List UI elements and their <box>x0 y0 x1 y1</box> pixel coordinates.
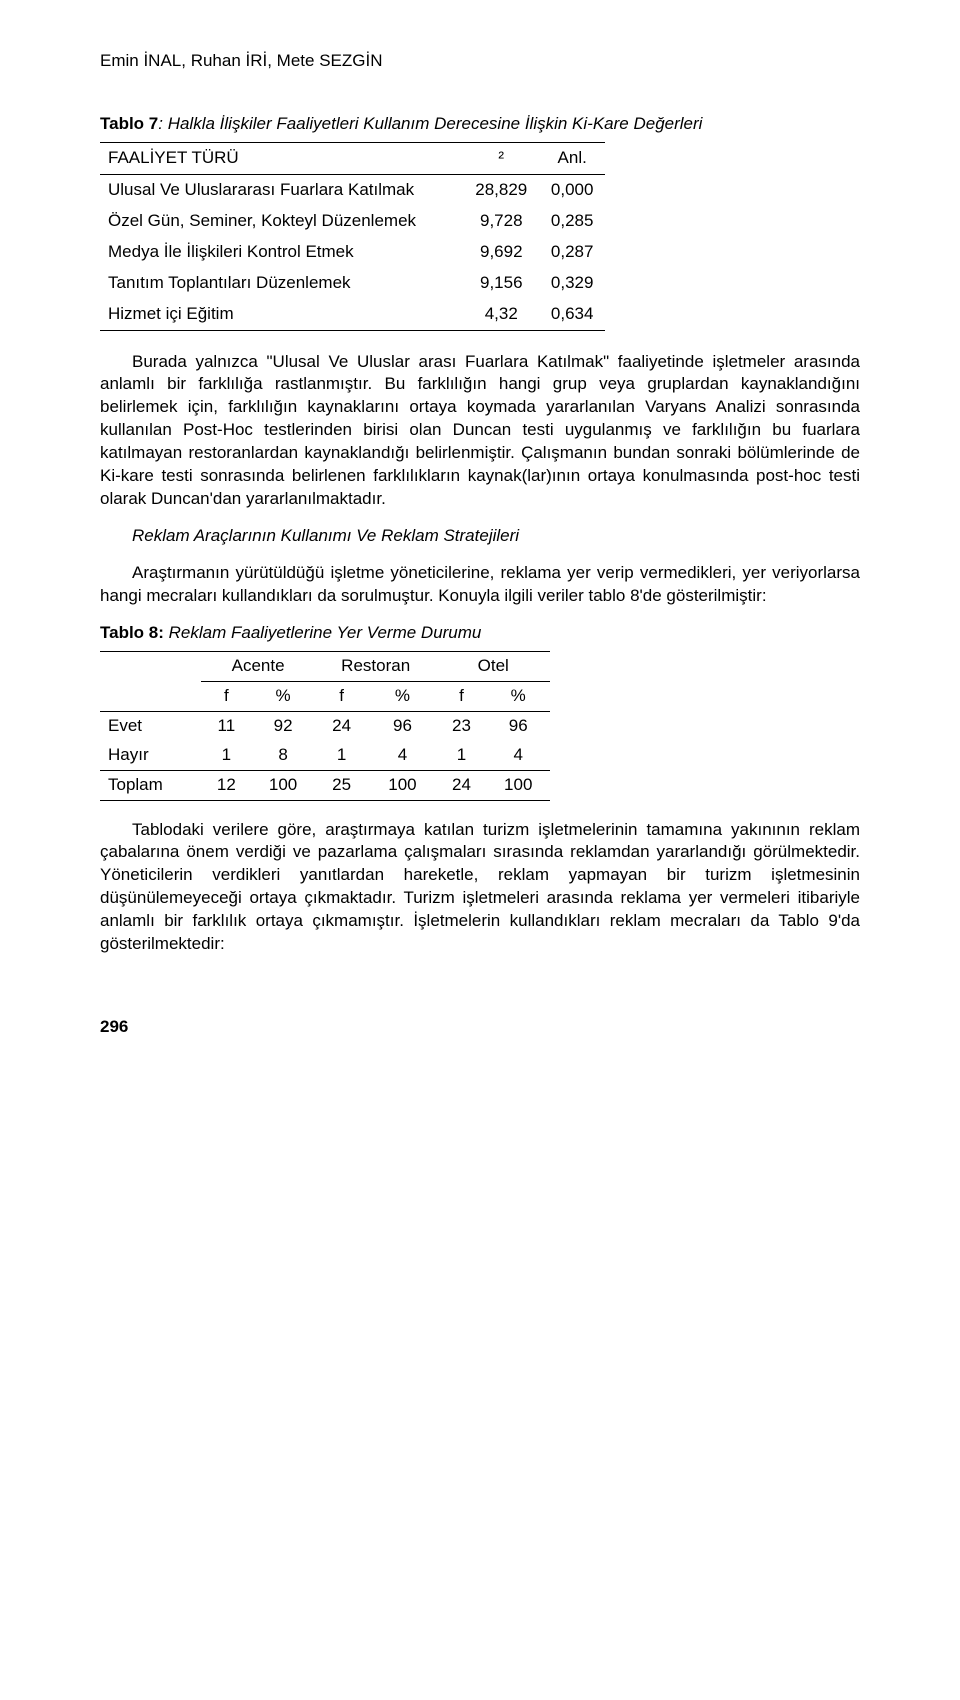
group-header: Otel <box>436 651 550 681</box>
subheading: Reklam Araçlarının Kullanımı Ve Reklam S… <box>100 525 860 548</box>
table7-caption-title: Halkla İlişkiler Faaliyetleri Kullanım D… <box>168 114 703 133</box>
table8-caption: Tablo 8: Reklam Faaliyetlerine Yer Verme… <box>100 622 860 645</box>
table8-caption-title: Reklam Faaliyetlerine Yer Verme Durumu <box>164 623 481 642</box>
cell: 100 <box>251 770 315 800</box>
page-number: 296 <box>100 1016 860 1039</box>
table7-head-c0: FAALİYET TÜRÜ <box>100 142 463 174</box>
cell: 24 <box>315 711 369 740</box>
cell: 23 <box>436 711 486 740</box>
row-label: Evet <box>100 711 201 740</box>
table8-group-row: Acente Restoran Otel <box>100 651 550 681</box>
table8-caption-label: Tablo 8: <box>100 623 164 642</box>
table-row: Tanıtım Toplantıları Düzenlemek 9,156 0,… <box>100 268 605 299</box>
table-row: Özel Gün, Seminer, Kokteyl Düzenlemek 9,… <box>100 206 605 237</box>
blank-cell <box>100 681 201 711</box>
cell: Özel Gün, Seminer, Kokteyl Düzenlemek <box>100 206 463 237</box>
cell: 9,728 <box>463 206 539 237</box>
cell: Hizmet içi Eğitim <box>100 299 463 330</box>
cell: 96 <box>368 711 436 740</box>
subhead-cell: f <box>315 681 369 711</box>
cell: 25 <box>315 770 369 800</box>
table-row-total: Toplam 12 100 25 100 24 100 <box>100 770 550 800</box>
subhead-cell: % <box>251 681 315 711</box>
cell: 1 <box>315 741 369 770</box>
table8: Acente Restoran Otel f % f % f % Evet 11… <box>100 651 550 801</box>
cell: 12 <box>201 770 251 800</box>
cell: 0,285 <box>539 206 605 237</box>
cell: 4 <box>368 741 436 770</box>
cell: 0,634 <box>539 299 605 330</box>
table8-subhead-row: f % f % f % <box>100 681 550 711</box>
subhead-cell: f <box>201 681 251 711</box>
row-label: Hayır <box>100 741 201 770</box>
cell: 4 <box>486 741 550 770</box>
table7-caption-sep: : <box>158 114 167 133</box>
cell: 100 <box>486 770 550 800</box>
cell: 11 <box>201 711 251 740</box>
group-header: Restoran <box>315 651 437 681</box>
cell: 4,32 <box>463 299 539 330</box>
cell: 100 <box>368 770 436 800</box>
table-row: Hayır 1 8 1 4 1 4 <box>100 741 550 770</box>
cell: 0,000 <box>539 174 605 205</box>
paragraph-1: Burada yalnızca "Ulusal Ve Uluslar arası… <box>100 351 860 512</box>
cell: 28,829 <box>463 174 539 205</box>
cell: 96 <box>486 711 550 740</box>
authors-line: Emin İNAL, Ruhan İRİ, Mete SEZGİN <box>100 50 860 73</box>
table7-caption-label: Tablo 7 <box>100 114 158 133</box>
cell: Ulusal Ve Uluslararası Fuarlara Katılmak <box>100 174 463 205</box>
table-row: Ulusal Ve Uluslararası Fuarlara Katılmak… <box>100 174 605 205</box>
row-label: Toplam <box>100 770 201 800</box>
paragraph-3: Tablodaki verilere göre, araştırmaya kat… <box>100 819 860 957</box>
cell: 1 <box>436 741 486 770</box>
cell: Medya İle İlişkileri Kontrol Etmek <box>100 237 463 268</box>
cell: 1 <box>201 741 251 770</box>
cell: 9,692 <box>463 237 539 268</box>
table-row: Medya İle İlişkileri Kontrol Etmek 9,692… <box>100 237 605 268</box>
table7-caption: Tablo 7: Halkla İlişkiler Faaliyetleri K… <box>100 113 860 136</box>
table-row: Evet 11 92 24 96 23 96 <box>100 711 550 740</box>
blank-cell <box>100 651 201 681</box>
paragraph-2: Araştırmanın yürütüldüğü işletme yönetic… <box>100 562 860 608</box>
group-header: Acente <box>201 651 315 681</box>
cell: 0,329 <box>539 268 605 299</box>
table7: FAALİYET TÜRÜ ² Anl. Ulusal Ve Uluslarar… <box>100 142 605 331</box>
cell: Tanıtım Toplantıları Düzenlemek <box>100 268 463 299</box>
subhead-cell: % <box>486 681 550 711</box>
cell: 8 <box>251 741 315 770</box>
table-header-row: FAALİYET TÜRÜ ² Anl. <box>100 142 605 174</box>
cell: 0,287 <box>539 237 605 268</box>
cell: 24 <box>436 770 486 800</box>
table-row: Hizmet içi Eğitim 4,32 0,634 <box>100 299 605 330</box>
subhead-cell: % <box>368 681 436 711</box>
cell: 9,156 <box>463 268 539 299</box>
table7-head-c1: ² <box>463 142 539 174</box>
table7-head-c2: Anl. <box>539 142 605 174</box>
cell: 92 <box>251 711 315 740</box>
subhead-cell: f <box>436 681 486 711</box>
